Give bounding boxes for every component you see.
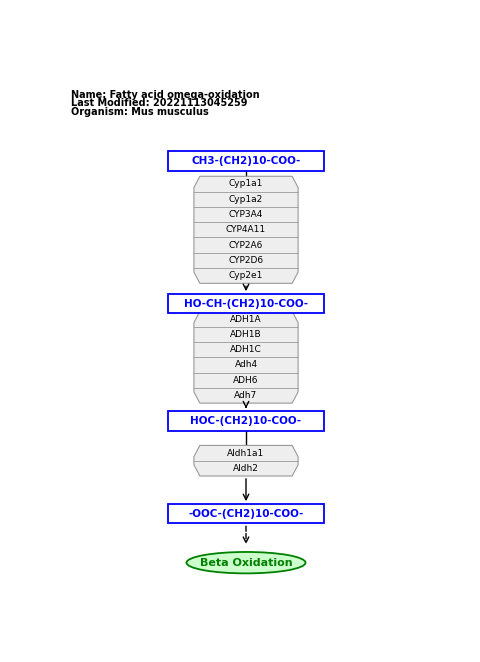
Text: Organism: Mus musculus: Organism: Mus musculus bbox=[71, 107, 209, 117]
Polygon shape bbox=[194, 311, 298, 403]
Text: CYP3A4: CYP3A4 bbox=[229, 210, 263, 219]
FancyBboxPatch shape bbox=[168, 152, 324, 171]
Ellipse shape bbox=[186, 552, 305, 573]
Text: Name: Fatty acid omega-oxidation: Name: Fatty acid omega-oxidation bbox=[71, 89, 260, 100]
Text: -OOC-(CH2)10-COO-: -OOC-(CH2)10-COO- bbox=[188, 508, 304, 519]
Text: ADH1B: ADH1B bbox=[230, 330, 262, 339]
Polygon shape bbox=[194, 446, 298, 476]
Text: Cyp2e1: Cyp2e1 bbox=[229, 271, 263, 280]
Text: HO-CH-(CH2)10-COO-: HO-CH-(CH2)10-COO- bbox=[184, 299, 308, 308]
FancyBboxPatch shape bbox=[168, 504, 324, 524]
Text: Cyp1a1: Cyp1a1 bbox=[229, 179, 263, 189]
FancyBboxPatch shape bbox=[168, 294, 324, 313]
Text: Adh4: Adh4 bbox=[234, 360, 258, 369]
Text: CH3-(CH2)10-COO-: CH3-(CH2)10-COO- bbox=[192, 156, 300, 166]
Text: ADH1A: ADH1A bbox=[230, 314, 262, 324]
Text: Aldh1a1: Aldh1a1 bbox=[228, 449, 264, 457]
Text: HOC-(CH2)10-COO-: HOC-(CH2)10-COO- bbox=[191, 416, 301, 426]
Text: Cyp1a2: Cyp1a2 bbox=[229, 195, 263, 204]
Text: CYP2D6: CYP2D6 bbox=[228, 256, 264, 265]
Text: Beta Oxidation: Beta Oxidation bbox=[200, 557, 292, 568]
Text: Last Modified: 20221113045259: Last Modified: 20221113045259 bbox=[71, 98, 248, 109]
Polygon shape bbox=[194, 176, 298, 283]
Text: Aldh2: Aldh2 bbox=[233, 464, 259, 473]
Text: CYP2A6: CYP2A6 bbox=[229, 240, 263, 250]
Text: CYP4A11: CYP4A11 bbox=[226, 225, 266, 234]
Text: ADH6: ADH6 bbox=[233, 376, 259, 385]
FancyBboxPatch shape bbox=[168, 411, 324, 431]
Text: Adh7: Adh7 bbox=[234, 391, 258, 400]
Text: ADH1C: ADH1C bbox=[230, 345, 262, 354]
